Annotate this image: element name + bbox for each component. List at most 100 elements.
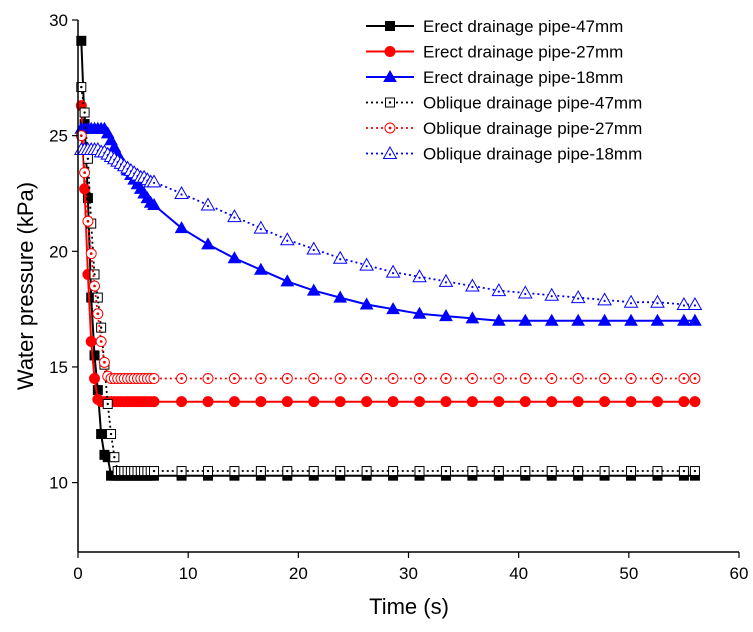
marker-shape — [279, 232, 295, 246]
data-point — [546, 373, 558, 385]
data-point — [597, 313, 612, 326]
data-point — [82, 153, 93, 164]
marker-shape — [624, 313, 638, 326]
marker-dot — [106, 402, 109, 406]
marker-dot — [576, 377, 580, 380]
data-point — [92, 308, 104, 320]
marker-dot — [388, 126, 392, 130]
series-6 — [73, 142, 703, 311]
marker-dot — [338, 469, 342, 473]
marker-shape — [174, 221, 189, 234]
marker-shape — [281, 396, 293, 408]
series-5 — [75, 130, 701, 385]
legend-item: Oblique drainage pipe-27mm — [366, 119, 642, 138]
data-point — [227, 209, 242, 223]
marker-dot — [99, 340, 103, 343]
marker-dot — [418, 377, 421, 380]
marker-dot — [444, 469, 448, 473]
marker-dot — [550, 377, 554, 380]
data-point — [491, 283, 507, 297]
series-4 — [76, 82, 700, 477]
data-point — [85, 336, 97, 348]
marker-dot — [365, 377, 369, 380]
legend-label: Erect drainage pipe-47mm — [423, 17, 623, 36]
marker-dot — [312, 248, 315, 252]
marker-dot — [693, 469, 697, 473]
marker-dot — [682, 304, 686, 307]
marker-shape — [361, 396, 373, 408]
marker-shape — [438, 273, 454, 287]
data-point — [518, 313, 533, 326]
data-point — [493, 373, 505, 385]
data-point — [414, 396, 426, 408]
data-point — [306, 283, 321, 296]
marker-dot — [418, 469, 421, 473]
marker-shape — [689, 396, 701, 408]
marker-dot — [89, 252, 93, 256]
data-point — [387, 396, 399, 408]
marker-shape — [174, 185, 189, 199]
x-tick-label: 30 — [399, 564, 418, 583]
marker-dot — [152, 469, 156, 473]
marker-shape — [200, 197, 216, 211]
marker-dot — [391, 377, 395, 380]
marker-shape — [387, 396, 399, 408]
data-point — [466, 373, 478, 385]
data-point — [176, 396, 188, 408]
data-point — [147, 198, 161, 211]
legend-marker — [382, 145, 398, 159]
data-point — [228, 373, 240, 385]
data-point — [92, 292, 103, 303]
marker-shape — [89, 350, 100, 361]
legend-marker — [385, 21, 395, 31]
marker-dot — [152, 181, 156, 185]
marker-dot — [109, 432, 113, 436]
data-point — [361, 373, 373, 385]
marker-dot — [286, 239, 289, 242]
data-point — [465, 311, 480, 324]
data-point — [361, 396, 373, 408]
data-point — [254, 262, 268, 275]
x-tick-label: 10 — [179, 564, 198, 583]
marker-dot — [682, 469, 686, 473]
marker-shape — [201, 237, 215, 250]
y-tick-label: 25 — [49, 127, 68, 146]
marker-dot — [180, 469, 183, 473]
legend-marker — [383, 69, 397, 82]
marker-dot — [233, 469, 236, 473]
marker-shape — [146, 174, 162, 188]
data-point — [174, 185, 189, 199]
marker-dot — [693, 304, 697, 307]
legend-marker — [385, 97, 395, 108]
marker-dot — [96, 312, 100, 316]
data-point — [493, 466, 504, 477]
data-point — [79, 167, 91, 179]
data-point — [678, 466, 689, 477]
data-point — [440, 396, 452, 408]
data-point — [202, 466, 213, 477]
marker-shape — [308, 396, 320, 408]
legend-label: Oblique drainage pipe-47mm — [423, 94, 642, 113]
data-point — [176, 373, 188, 385]
data-point — [334, 396, 346, 408]
marker-dot — [656, 377, 659, 380]
data-point — [359, 297, 374, 310]
marker-dot — [259, 228, 262, 231]
marker-dot — [339, 258, 342, 261]
data-point — [201, 237, 215, 250]
data-point — [651, 396, 663, 408]
marker-shape — [625, 396, 637, 408]
data-point — [306, 241, 322, 255]
data-point — [334, 373, 346, 385]
data-point — [386, 302, 400, 315]
marker-shape — [439, 309, 453, 322]
marker-dot — [550, 469, 553, 473]
marker-dot — [629, 377, 633, 380]
data-point — [544, 287, 560, 301]
marker-dot — [603, 469, 606, 473]
marker-dot — [629, 302, 633, 305]
marker-dot — [497, 469, 501, 473]
legend-item: Erect drainage pipe-47mm — [366, 17, 623, 36]
data-point — [200, 197, 216, 211]
data-point — [95, 336, 107, 348]
